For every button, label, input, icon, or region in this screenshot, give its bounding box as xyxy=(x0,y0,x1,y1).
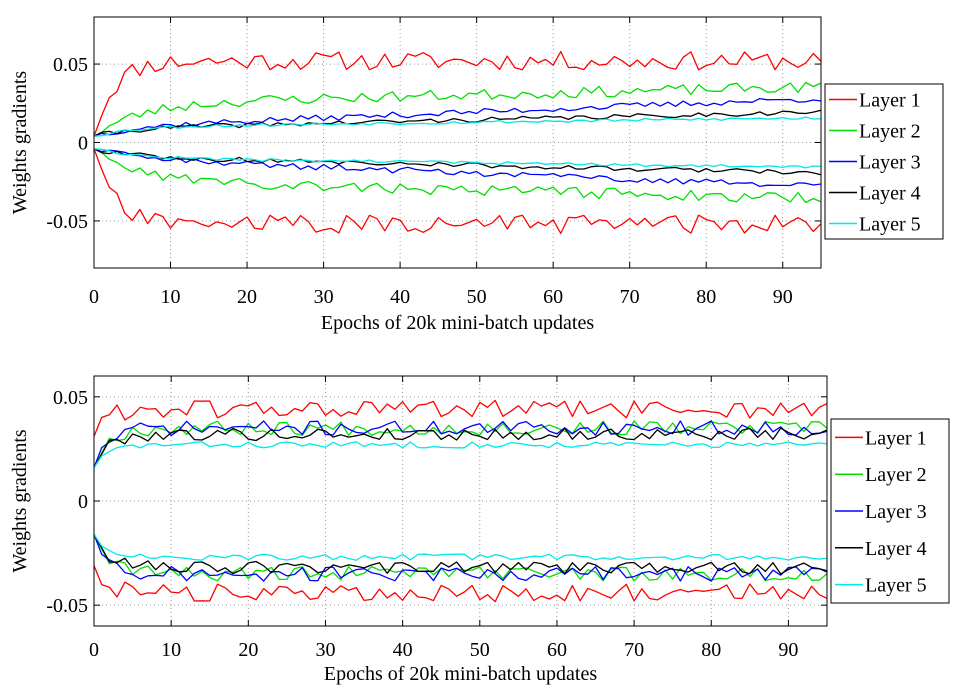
series-line-layer-5-positive xyxy=(93,441,828,469)
series-line-layer-1-negative xyxy=(93,565,828,603)
x-tick-label: 40 xyxy=(390,286,410,308)
series-line-layer-5-negative xyxy=(93,148,822,169)
series-line-layer-2-negative xyxy=(93,533,828,582)
x-tick-label: 10 xyxy=(161,286,181,308)
series-line-layer-5-positive xyxy=(93,116,822,137)
plot-frame xyxy=(93,375,828,627)
series-line-layer-3-negative xyxy=(93,148,822,188)
series-line-layer-4-negative xyxy=(93,533,828,575)
y-tick-label: -0.05 xyxy=(46,211,88,233)
legend-entry-layer-5: Layer 5 xyxy=(859,214,921,236)
series-line-layer-1-negative xyxy=(93,148,822,235)
y-tick-label: 0.05 xyxy=(53,54,88,76)
x-tick-label: 80 xyxy=(701,639,721,661)
legend: Layer 1 Layer 2 Layer 3 Layer 4 Layer 5 xyxy=(824,83,944,240)
series-line-layer-2-positive xyxy=(93,420,828,469)
legend-entry-layer-4: Layer 4 xyxy=(865,538,927,560)
series-line-layer-1-positive xyxy=(93,50,822,137)
y-axis-label: Weights gradients xyxy=(9,71,31,215)
plot-frame xyxy=(93,16,822,269)
x-tick-label: 20 xyxy=(238,639,258,661)
x-tick-label: 70 xyxy=(620,286,640,308)
x-tick-label: 0 xyxy=(89,639,99,661)
series-line-layer-1-positive xyxy=(93,399,828,437)
x-tick-label: 90 xyxy=(773,286,793,308)
y-tick-label: 0 xyxy=(78,133,88,155)
series-line-layer-3-positive xyxy=(93,420,828,468)
legend-entry-layer-2: Layer 2 xyxy=(859,121,921,143)
x-tick-label: 80 xyxy=(696,286,716,308)
x-tick-label: 50 xyxy=(467,286,487,308)
legend-entry-layer-4: Layer 4 xyxy=(859,183,921,205)
series-line-layer-2-positive xyxy=(93,81,822,137)
y-tick-label: -0.05 xyxy=(46,595,88,617)
x-tick-label: 30 xyxy=(315,639,335,661)
x-tick-label: 40 xyxy=(393,639,413,661)
series-line-layer-4-positive xyxy=(93,427,828,469)
series-line-layer-3-negative xyxy=(93,534,828,582)
series-line-layer-4-negative xyxy=(93,148,822,176)
x-tick-label: 70 xyxy=(624,639,644,661)
legend: Layer 1 Layer 2 Layer 3 Layer 4 Layer 5 xyxy=(830,418,950,604)
x-tick-label: 50 xyxy=(470,639,490,661)
x-tick-label: 10 xyxy=(161,639,181,661)
chart-panel-1: 0 10 20 30 40 50 60 70 80 90 0.05 0 -0.05 Epochs of 2… xyxy=(9,16,944,334)
y-tick-label: 0 xyxy=(78,491,88,513)
series-line-layer-5-negative xyxy=(93,533,828,561)
x-tick-label: 60 xyxy=(547,639,567,661)
x-tick-label: 90 xyxy=(778,639,798,661)
y-tick-label: 0.05 xyxy=(53,387,88,409)
legend-entry-layer-3: Layer 3 xyxy=(865,501,927,523)
x-axis-label: Epochs of 20k mini-batch updates xyxy=(324,663,597,685)
legend-entry-layer-1: Layer 1 xyxy=(865,427,927,449)
series-line-layer-4-positive xyxy=(93,109,822,137)
x-tick-label: 20 xyxy=(237,286,257,308)
x-axis-label: Epochs of 20k mini-batch updates xyxy=(321,312,594,334)
x-tick-label: 0 xyxy=(89,286,99,308)
legend-entry-layer-3: Layer 3 xyxy=(859,152,921,174)
legend-entry-layer-1: Layer 1 xyxy=(859,90,921,112)
series-line-layer-2-negative xyxy=(93,148,822,204)
x-tick-label: 30 xyxy=(314,286,334,308)
series-line-layer-3-positive xyxy=(93,97,822,137)
y-axis-label: Weights gradients xyxy=(9,429,31,573)
legend-entry-layer-2: Layer 2 xyxy=(865,464,927,486)
x-tick-label: 60 xyxy=(543,286,563,308)
legend-entry-layer-5: Layer 5 xyxy=(865,575,927,597)
